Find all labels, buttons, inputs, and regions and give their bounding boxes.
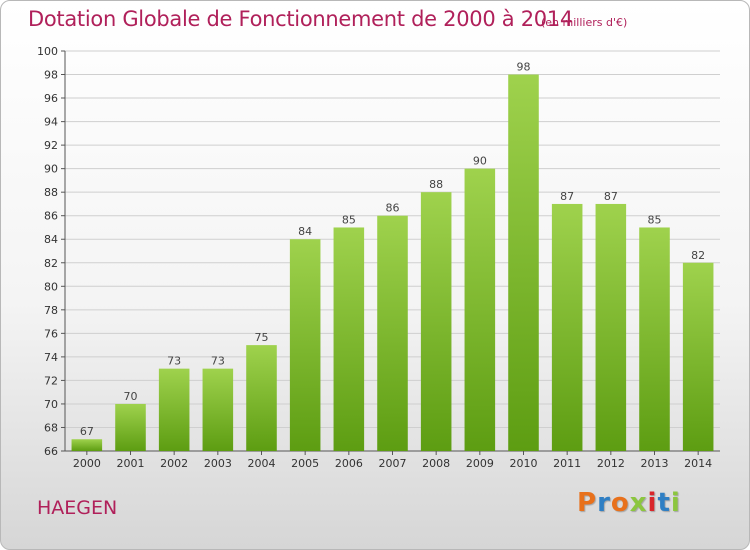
bar-2006 bbox=[333, 227, 365, 451]
bar-2014 bbox=[682, 262, 714, 451]
y-tick-label: 78 bbox=[44, 304, 58, 317]
x-tick-label-2011: 2011 bbox=[553, 457, 581, 470]
x-tick-label-2005: 2005 bbox=[291, 457, 319, 470]
bar-2002 bbox=[158, 368, 190, 451]
y-tick-label: 100 bbox=[37, 45, 58, 58]
value-label-2007: 86 bbox=[386, 202, 400, 215]
value-label-2012: 87 bbox=[604, 190, 618, 203]
value-label-2005: 84 bbox=[298, 225, 312, 238]
chart-subtitle: (en milliers d'€) bbox=[541, 16, 628, 29]
bar-2010 bbox=[508, 74, 539, 451]
x-tick-label-2012: 2012 bbox=[597, 457, 625, 470]
logo-letter: o bbox=[610, 488, 630, 518]
x-tick-label-2013: 2013 bbox=[641, 457, 669, 470]
x-tick-label-2006: 2006 bbox=[335, 457, 363, 470]
logo-letter: r bbox=[597, 488, 611, 518]
y-axis-ticks: 66 68 70 72 74 76 78 80 82 84 86 88 90 92 94 96 98 100 bbox=[37, 45, 65, 458]
value-label-2002: 73 bbox=[167, 355, 181, 368]
logo-letter: x bbox=[629, 488, 648, 518]
commune-name: HAEGEN bbox=[37, 497, 118, 519]
value-label-2013: 85 bbox=[648, 213, 662, 226]
bar-2004 bbox=[246, 345, 277, 451]
x-tick-label-2014: 2014 bbox=[684, 457, 712, 470]
y-tick-label: 76 bbox=[44, 327, 58, 340]
value-labels: 67 70 73 73 75 84 85 86 88 90 98 87 87 85 82 bbox=[80, 61, 705, 439]
value-label-2001: 70 bbox=[124, 390, 138, 403]
x-tick-label-2004: 2004 bbox=[248, 457, 276, 470]
bar-2012 bbox=[595, 203, 627, 451]
x-tick-label-2002: 2002 bbox=[160, 457, 188, 470]
value-label-2004: 75 bbox=[255, 331, 269, 344]
y-tick-label: 70 bbox=[44, 398, 58, 411]
y-tick-label: 80 bbox=[44, 280, 58, 293]
y-tick-label: 84 bbox=[44, 233, 58, 246]
bar-2003 bbox=[202, 368, 234, 451]
x-tick-label-2010: 2010 bbox=[510, 457, 538, 470]
y-tick-label: 96 bbox=[44, 92, 58, 105]
value-label-2006: 85 bbox=[342, 213, 356, 226]
logo-letter: i bbox=[647, 488, 658, 518]
logo-letter: t bbox=[657, 488, 671, 518]
value-label-2010: 98 bbox=[517, 61, 531, 74]
bars bbox=[71, 74, 714, 452]
y-tick-label: 66 bbox=[44, 445, 58, 458]
chart-title: Dotation Globale de Fonctionnement de 20… bbox=[28, 7, 573, 31]
value-label-2008: 88 bbox=[429, 178, 443, 191]
proxiti-logo[interactable]: Proxiti bbox=[577, 488, 681, 518]
x-tick-label-2003: 2003 bbox=[204, 457, 232, 470]
bar-2007 bbox=[377, 215, 408, 451]
value-label-2003: 73 bbox=[211, 355, 225, 368]
y-tick-label: 90 bbox=[44, 163, 58, 176]
bar-2008 bbox=[420, 192, 452, 452]
bar-2013 bbox=[639, 227, 670, 451]
y-tick-label: 74 bbox=[44, 351, 58, 364]
bar-2000 bbox=[71, 439, 103, 451]
y-tick-label: 72 bbox=[44, 374, 58, 387]
bar-2011 bbox=[551, 203, 583, 451]
value-label-2009: 90 bbox=[473, 155, 487, 168]
value-label-2000: 67 bbox=[80, 425, 94, 438]
y-tick-label: 68 bbox=[44, 421, 58, 434]
logo-letter: P bbox=[577, 488, 598, 518]
x-tick-label-2009: 2009 bbox=[466, 457, 494, 470]
y-tick-label: 92 bbox=[44, 139, 58, 152]
value-label-2011: 87 bbox=[560, 190, 574, 203]
bar-2009 bbox=[464, 168, 496, 451]
value-label-2014: 82 bbox=[691, 249, 705, 262]
x-tick-label-2001: 2001 bbox=[117, 457, 145, 470]
y-tick-label: 94 bbox=[44, 116, 58, 129]
x-axis-ticks: 2000 2001 2002 2003 2004 2005 2006 2007 2008 2009… bbox=[73, 451, 712, 470]
logo-letter: i bbox=[670, 488, 681, 518]
x-tick-label-2007: 2007 bbox=[379, 457, 407, 470]
y-tick-label: 88 bbox=[44, 186, 58, 199]
y-tick-label: 82 bbox=[44, 257, 58, 270]
x-tick-label-2000: 2000 bbox=[73, 457, 101, 470]
x-tick-label-2008: 2008 bbox=[422, 457, 450, 470]
y-tick-label: 86 bbox=[44, 210, 58, 223]
bar-2005 bbox=[289, 239, 321, 451]
bar-2001 bbox=[115, 403, 146, 451]
y-tick-label: 98 bbox=[44, 69, 58, 82]
